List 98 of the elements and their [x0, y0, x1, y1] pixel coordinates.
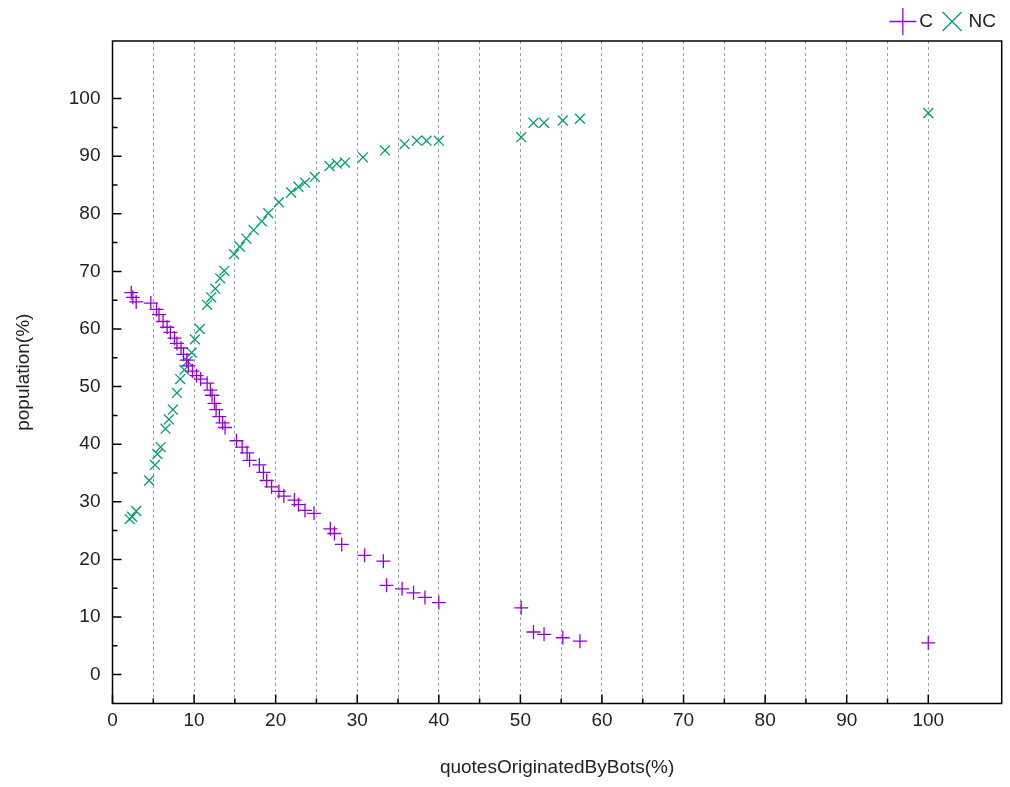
point [378, 577, 395, 593]
point [214, 272, 226, 284]
x-tick-label: 0 [107, 709, 118, 731]
y-tick-label: 60 [79, 317, 101, 339]
point [143, 474, 155, 487]
point [375, 553, 391, 569]
point [420, 135, 433, 147]
point [538, 117, 550, 129]
point [155, 441, 167, 453]
x-tick-label: 10 [183, 709, 205, 731]
point [286, 492, 303, 508]
y-tick-label: 10 [79, 605, 101, 627]
y-tick-label: 90 [79, 144, 101, 166]
point [331, 158, 343, 170]
y-tick-label: 30 [79, 490, 101, 512]
point [130, 505, 142, 517]
point [922, 107, 934, 119]
point [248, 224, 260, 236]
point [186, 347, 198, 359]
y-tick-label: 40 [79, 432, 101, 454]
point [555, 630, 571, 646]
point [339, 156, 351, 169]
point [209, 283, 221, 295]
point [202, 382, 219, 398]
point [218, 265, 230, 277]
point [525, 624, 542, 640]
point [273, 196, 285, 208]
point [159, 423, 172, 435]
point [256, 215, 268, 227]
x-tick-label: 30 [346, 709, 368, 731]
x-tick-label: 80 [754, 709, 776, 731]
point [417, 589, 433, 606]
x-tick-label: 100 [912, 709, 945, 731]
legend-label: C [919, 9, 934, 31]
point [309, 171, 321, 183]
x-tick-label: 50 [509, 709, 531, 731]
point [211, 408, 228, 425]
point [306, 505, 322, 521]
point [178, 364, 190, 376]
point [357, 151, 369, 163]
x-tick-label: 60 [591, 709, 613, 731]
point [228, 248, 240, 260]
y-tick-label: 0 [89, 662, 101, 684]
point [527, 117, 540, 129]
point [323, 160, 336, 172]
point [189, 333, 201, 345]
point [356, 547, 373, 564]
y-tick-label: 50 [79, 374, 101, 396]
point [334, 536, 350, 553]
point [240, 232, 252, 245]
y-tick-label: 100 [68, 86, 101, 108]
legend-label: NC [968, 9, 997, 31]
point [285, 186, 297, 199]
point [125, 289, 141, 305]
point [536, 626, 552, 642]
point [208, 401, 224, 418]
point [322, 521, 338, 537]
x-tick-label: 20 [265, 709, 287, 731]
point [262, 207, 274, 219]
point [326, 525, 343, 542]
point [405, 585, 422, 601]
y-tick-label: 20 [79, 547, 101, 569]
point [194, 323, 206, 335]
point [515, 131, 527, 143]
point [217, 419, 233, 436]
x-tick-label: 40 [428, 709, 450, 731]
point [169, 335, 185, 352]
y-tick-label: 70 [79, 259, 101, 281]
point [572, 633, 588, 649]
point [379, 144, 391, 157]
y-axis-title: population(%) [11, 313, 33, 431]
y-tick-label: 80 [79, 202, 101, 224]
point [398, 138, 411, 150]
point [171, 387, 183, 399]
point [431, 594, 447, 611]
point [433, 135, 445, 147]
point [241, 452, 258, 468]
point [174, 373, 186, 385]
x-axis-title: quotesOriginatedByBots(%) [439, 755, 675, 777]
point [920, 635, 936, 651]
point [214, 415, 231, 431]
point [292, 181, 305, 193]
point [394, 581, 410, 597]
x-tick-label: 70 [672, 709, 695, 731]
point [204, 387, 220, 403]
point [205, 291, 217, 303]
point [513, 600, 529, 616]
point [574, 113, 586, 125]
point [299, 177, 311, 189]
point [163, 413, 175, 426]
point [206, 395, 223, 411]
point [234, 241, 246, 253]
point [201, 299, 213, 311]
point [167, 404, 179, 416]
point [557, 114, 569, 127]
point [411, 135, 423, 147]
point [175, 346, 192, 362]
x-tick-label: 90 [836, 709, 858, 731]
